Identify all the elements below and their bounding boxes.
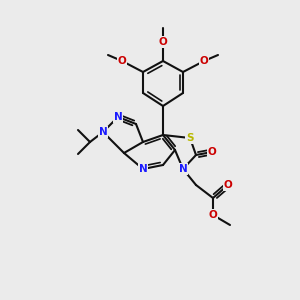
Text: O: O: [208, 147, 216, 157]
Text: N: N: [139, 164, 147, 174]
Text: O: O: [224, 180, 232, 190]
Text: N: N: [178, 164, 188, 174]
Text: N: N: [114, 112, 122, 122]
Text: O: O: [118, 56, 126, 66]
Text: O: O: [208, 210, 217, 220]
Text: N: N: [99, 127, 107, 137]
Text: S: S: [186, 133, 194, 143]
Text: O: O: [200, 56, 208, 66]
Text: O: O: [159, 37, 167, 47]
